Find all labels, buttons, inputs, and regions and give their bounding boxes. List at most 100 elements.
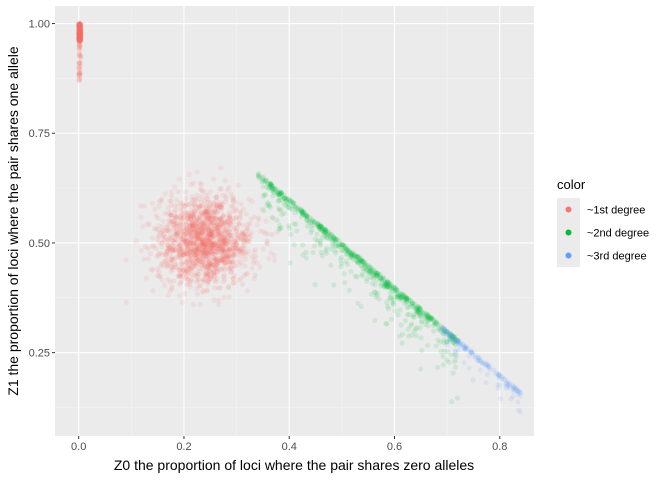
data-point-1st-degree [76, 22, 83, 28]
data-point-1st-degree [188, 255, 194, 261]
data-point-1st-degree [77, 77, 83, 84]
data-point-1st-degree [199, 239, 205, 245]
data-point-1st-degree [246, 231, 252, 237]
data-point-1st-degree [193, 279, 200, 285]
data-point-1st-degree [150, 288, 156, 294]
data-point-1st-degree [76, 34, 82, 40]
data-point-1st-degree [163, 228, 169, 234]
data-point-1st-degree [196, 231, 202, 237]
data-point-1st-degree [231, 254, 237, 260]
data-point-1st-degree [198, 217, 204, 223]
data-point-1st-degree [76, 28, 83, 34]
data-point-1st-degree [210, 219, 216, 225]
data-point-1st-degree [187, 249, 193, 255]
data-point-2nd-degree [323, 250, 330, 256]
data-point-1st-degree [219, 258, 225, 264]
data-point-1st-degree [77, 21, 83, 27]
data-point-1st-degree [200, 251, 206, 257]
data-point-1st-degree [77, 37, 83, 43]
data-point-1st-degree [199, 194, 205, 200]
data-point-1st-degree [220, 258, 226, 264]
data-point-1st-degree [185, 276, 191, 282]
data-point-1st-degree [214, 260, 220, 266]
data-point-1st-degree [264, 241, 270, 247]
data-point-1st-degree [77, 26, 84, 33]
data-point-1st-degree [186, 219, 192, 225]
data-point-1st-degree [208, 219, 214, 225]
data-point-1st-degree [199, 263, 205, 269]
data-point-1st-degree [78, 33, 84, 39]
data-point-1st-degree [77, 35, 83, 42]
data-point-1st-degree [260, 246, 267, 252]
data-point-2nd-degree [406, 311, 412, 317]
data-point-1st-degree [76, 23, 83, 29]
data-point-1st-degree [207, 260, 213, 267]
data-point-1st-degree [200, 247, 206, 253]
data-point-1st-degree [206, 231, 212, 237]
data-point-1st-degree [203, 236, 209, 242]
data-point-1st-degree [77, 25, 83, 32]
data-point-1st-degree [211, 257, 218, 263]
data-point-1st-degree [221, 235, 228, 242]
data-point-1st-degree [187, 215, 193, 221]
data-point-1st-degree [77, 29, 83, 35]
data-point-1st-degree [210, 242, 216, 248]
data-point-1st-degree [200, 255, 206, 261]
data-point-1st-degree [214, 193, 220, 200]
data-point-1st-degree [187, 247, 194, 253]
data-point-3rd-degree [466, 353, 472, 359]
data-point-1st-degree [220, 192, 226, 199]
data-point-1st-degree [216, 201, 222, 207]
data-point-1st-degree [231, 208, 237, 214]
data-point-2nd-degree [440, 353, 446, 359]
data-point-1st-degree [181, 232, 187, 238]
data-point-1st-degree [160, 263, 166, 269]
data-point-1st-degree [78, 30, 84, 36]
data-point-2nd-degree [368, 275, 374, 281]
data-point-3rd-degree [497, 382, 503, 388]
data-point-1st-degree [242, 234, 249, 240]
data-point-1st-degree [227, 232, 233, 238]
data-point-1st-degree [76, 21, 83, 27]
data-point-2nd-degree [452, 364, 459, 370]
data-point-1st-degree [78, 38, 84, 44]
data-point-1st-degree [78, 26, 84, 32]
data-point-1st-degree [78, 26, 84, 33]
data-point-1st-degree [168, 241, 174, 248]
data-point-1st-degree [76, 32, 82, 38]
data-point-1st-degree [171, 248, 177, 254]
data-point-1st-degree [166, 236, 172, 243]
data-point-1st-degree [181, 253, 187, 259]
data-point-1st-degree [165, 243, 172, 249]
data-point-1st-degree [183, 247, 189, 253]
data-point-2nd-degree [341, 271, 347, 277]
data-point-1st-degree [195, 253, 201, 260]
data-point-1st-degree [188, 276, 194, 282]
data-point-1st-degree [210, 262, 216, 269]
data-point-1st-degree [215, 246, 221, 253]
data-point-1st-degree [180, 231, 186, 237]
data-point-1st-degree [195, 271, 201, 277]
data-point-1st-degree [206, 228, 212, 235]
data-point-1st-degree [171, 203, 177, 209]
data-point-1st-degree [225, 249, 231, 255]
data-point-1st-degree [77, 52, 83, 59]
data-point-1st-degree [76, 21, 82, 28]
data-point-1st-degree [179, 202, 186, 208]
data-point-1st-degree [201, 209, 207, 215]
data-point-1st-degree [183, 231, 189, 238]
data-point-1st-degree [226, 228, 232, 234]
data-point-1st-degree [76, 32, 82, 38]
data-point-1st-degree [173, 254, 179, 261]
data-point-1st-degree [76, 21, 82, 27]
data-point-1st-degree [77, 31, 83, 37]
data-point-1st-degree [78, 29, 84, 35]
data-point-1st-degree [223, 240, 229, 246]
data-point-1st-degree [236, 236, 242, 242]
data-point-1st-degree [212, 241, 218, 247]
data-point-1st-degree [226, 284, 232, 290]
data-point-1st-degree [181, 249, 187, 255]
data-point-1st-degree [77, 53, 83, 59]
data-point-1st-degree [199, 240, 205, 246]
data-point-1st-degree [182, 224, 189, 230]
